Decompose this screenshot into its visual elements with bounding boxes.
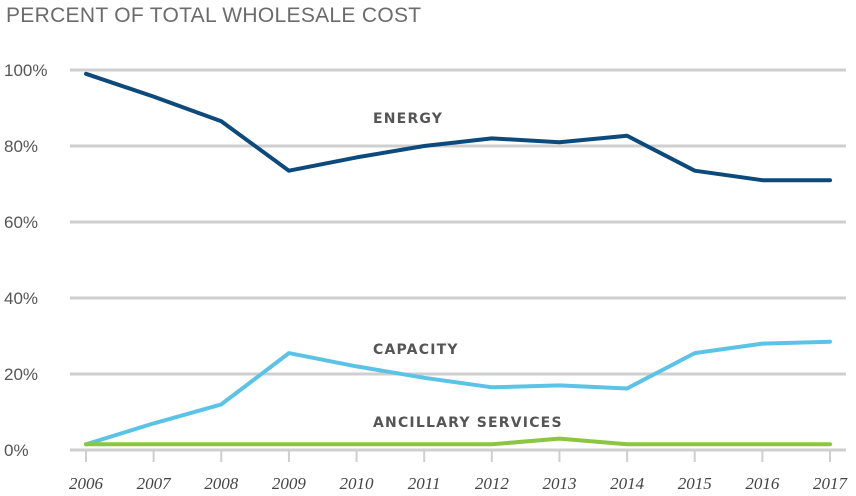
series-label-energy: ENERGY <box>373 111 443 127</box>
x-tick-label: 2016 <box>745 474 780 493</box>
x-tick-label: 2013 <box>542 474 576 493</box>
chart-title: PERCENT OF TOTAL WHOLESALE COST <box>6 4 422 27</box>
x-tick-label: 2009 <box>272 474 307 493</box>
y-tick-label: 60% <box>4 213 38 232</box>
y-tick-label: 40% <box>4 289 38 308</box>
series-line-ancillary-services <box>84 436 832 447</box>
x-tick-label: 2011 <box>408 474 441 493</box>
gridlines <box>70 68 846 452</box>
series-label-capacity: CAPACITY <box>373 342 459 358</box>
x-tick-label: 2008 <box>204 474 239 493</box>
series-labels: ENERGY CAPACITY ANCILLARY SERVICES <box>373 111 563 431</box>
x-tick-label: 2010 <box>340 474 375 493</box>
series-line-energy <box>84 71 832 183</box>
series-label-ancillary-services: ANCILLARY SERVICES <box>373 415 563 431</box>
x-tick-label: 2017 <box>813 474 849 493</box>
y-tick-label: 0% <box>4 441 29 460</box>
x-tick-label: 2007 <box>137 474 173 493</box>
series-line-capacity <box>84 339 832 447</box>
x-tick-label: 2014 <box>610 474 645 493</box>
y-tick-label: 100% <box>4 61 47 80</box>
y-axis-ticks: 0% 20% 40% 60% 80% 100% <box>4 61 47 460</box>
x-tick-label: 2015 <box>678 474 712 493</box>
series-lines <box>84 71 832 447</box>
x-axis-ticks: 2006 2007 2008 2009 2010 2011 2012 2013 2014 2015… <box>69 450 849 493</box>
x-tick-label: 2012 <box>475 474 510 493</box>
y-tick-label: 80% <box>4 137 38 156</box>
y-tick-label: 20% <box>4 365 38 384</box>
x-tick-label: 2006 <box>69 474 104 493</box>
